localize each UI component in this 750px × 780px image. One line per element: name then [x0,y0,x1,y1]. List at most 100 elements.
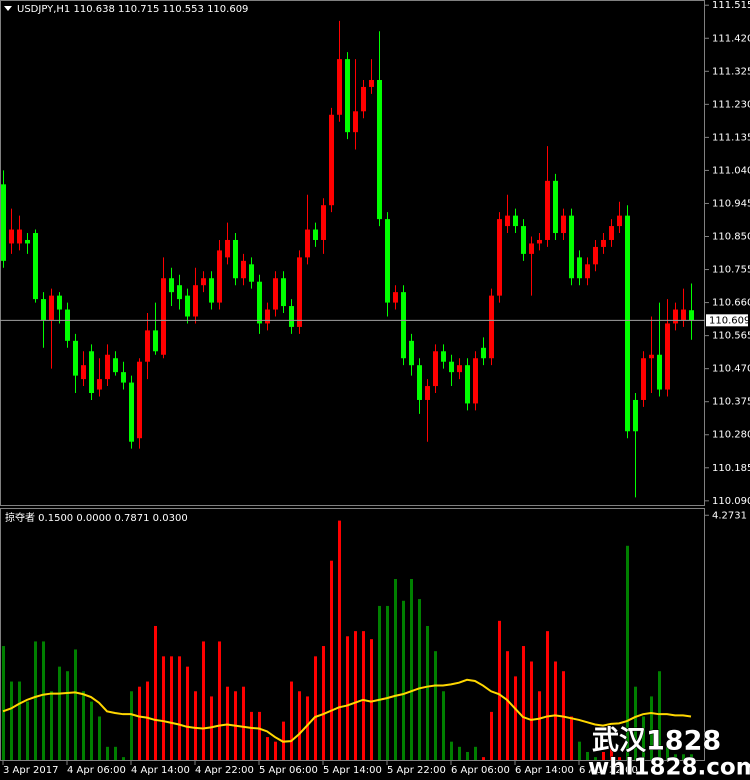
candle-body [681,309,686,320]
y-tick-label: 111.040 [712,165,750,176]
histogram-bar [570,716,573,760]
histogram-bar [474,746,477,760]
candle-body [649,354,654,359]
candle-body [433,351,438,387]
histogram-bar [394,579,397,760]
histogram-bar [42,641,45,760]
candle-body [617,215,622,227]
candle-body [537,239,542,244]
candle-body [593,246,598,265]
histogram-bar [450,741,453,760]
candle-body [601,239,606,247]
candle-body [665,323,670,390]
candle-body [17,229,22,244]
x-tick-label: 6 Apr 06:00 [451,765,510,776]
candle-body [161,278,166,355]
y-tick-label: 110.470 [712,364,750,375]
histogram-bar [514,676,517,760]
menu-arrow[interactable] [4,6,12,11]
histogram-bar [418,599,421,760]
candle-body [553,180,558,234]
candle-body [281,278,286,307]
histogram-bar [346,636,349,760]
candle-body [673,309,678,324]
histogram-bar [322,646,325,760]
histogram-bar [546,631,549,760]
histogram-bar [266,737,269,760]
histogram-bar [314,656,317,760]
histogram-bar [122,757,125,760]
candle-body [257,281,262,324]
histogram-bar [90,701,93,760]
candle-body [337,59,342,115]
histogram-bar [218,641,221,760]
histogram-bar [442,691,445,760]
candle-body [193,285,198,317]
candle-body [241,260,246,279]
histogram-bar [106,746,109,760]
histogram-bar [2,646,5,760]
candle-body [577,257,582,279]
histogram-bar [402,600,405,760]
candle-body [473,358,478,404]
candle-body [497,219,502,296]
candle-body [105,354,110,380]
histogram-bar [146,681,149,760]
candle-body [585,264,590,279]
candle-body [9,229,14,244]
candle-body [489,295,494,359]
histogram-bar [362,631,365,760]
histogram-bar [138,686,141,760]
current-price-box [706,314,748,327]
histogram-bar [458,746,461,760]
candle-body [265,309,270,324]
histogram-bar [170,656,173,760]
candle-body [657,354,662,390]
candle-body [569,215,574,279]
candle-body [633,399,638,432]
histogram-bar [378,605,381,760]
histogram-bar [226,686,229,760]
histogram-bar [354,631,357,760]
y-tick-label: 110.565 [712,331,750,342]
histogram-bar [490,711,493,760]
candle-body [449,361,454,373]
histogram-bar [434,651,437,760]
watermark-cn: 武汉1828 [592,726,721,757]
candle-body [513,215,518,227]
histogram-bar [594,757,597,760]
x-tick-label: 5 Apr 22:00 [387,765,446,776]
current-price-label: 110.609 [709,315,750,326]
histogram-bar [674,754,677,760]
candle-body [385,219,390,303]
candle-body [393,292,398,303]
price-panel-frame [0,0,705,506]
candle-body [321,205,326,240]
histogram-bar [58,666,61,760]
candle-body [25,239,30,244]
histogram-bar [538,691,541,760]
indicator-title: 掠夺者 0.1500 0.0000 0.7871 0.0300 [5,511,188,524]
histogram-bar [410,579,413,760]
candle-body [377,79,382,220]
y-tick-label: 110.755 [712,265,750,276]
histogram-bar [258,711,261,760]
candle-body [201,278,206,286]
x-tick-label: 6 Apr 14:00 [515,765,574,776]
histogram-bar [18,681,21,760]
y-tick-label: 111.515 [712,0,750,11]
candle-body [137,361,142,439]
histogram-bar [194,691,197,760]
x-tick-label: 6 Apr 22:00 [579,765,638,776]
histogram-bar [298,691,301,760]
x-tick-label: 5 Apr 14:00 [323,765,382,776]
candle-body [353,111,358,133]
y-tick-label: 110.090 [712,496,750,507]
y-tick-label: 111.325 [712,66,750,77]
histogram-bar [178,656,181,760]
histogram-bar [274,741,277,760]
candle-body [505,215,510,227]
histogram-bar [306,696,309,760]
